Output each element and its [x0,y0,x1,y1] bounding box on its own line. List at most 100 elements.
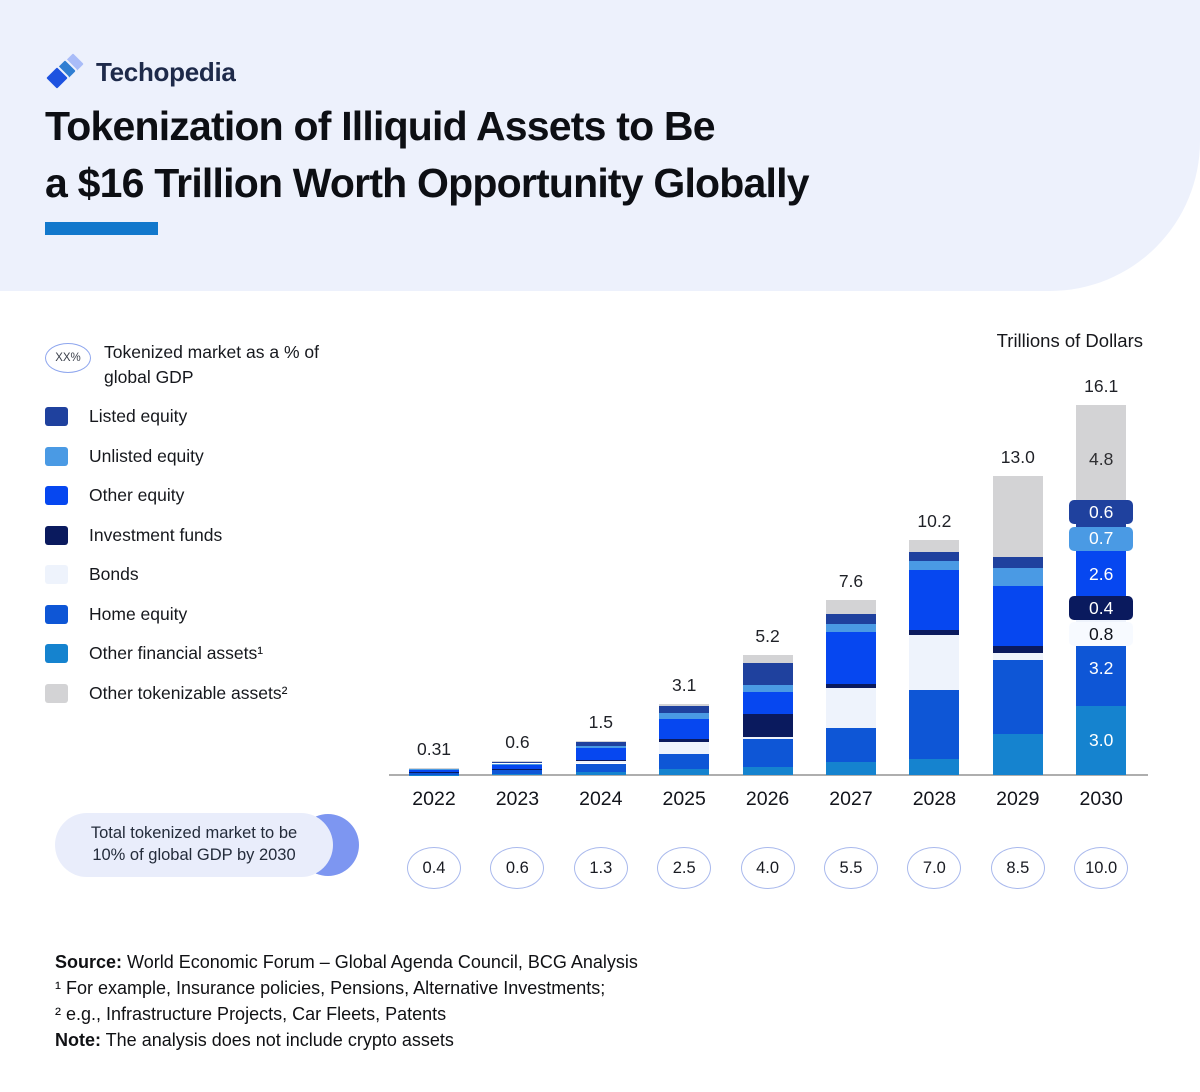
bar-2022-segment-other_equity [409,769,459,772]
bar-2025-segment-investment_funds [659,739,710,742]
segment-value-label-other_tokenizable_assets: 4.8 [1089,448,1114,469]
legend-gdp-marker: XX% Tokenized market as a % of global GD… [45,340,385,391]
bar-2022-segment-home_equity [409,772,459,775]
page-title-line2: a $16 Trillion Worth Opportunity Globall… [45,160,810,207]
x-axis-label-2026: 2026 [745,788,790,810]
segment-value-label-other_equity: 2.6 [1089,563,1114,584]
bar-2026-segment-listed_equity [742,663,793,686]
bar-2026-segment-home_equity [742,739,793,767]
title-accent-bar [45,222,158,235]
bar-2025-segment-bonds [659,741,710,755]
bar-2029-segment-unlisted_equity [992,568,1043,587]
segment-value-label-home_equity: 3.2 [1089,658,1114,679]
legend-item-other_tokenizable_assets: Other tokenizable assets² [45,682,385,704]
legend-item-home_equity: Home equity [45,603,385,625]
bar-2024-segment-listed_equity [575,741,626,746]
bar-total-label-2028: 10.2 [917,511,952,532]
bar-2029-segment-bonds [992,653,1043,660]
x-axis-label-2024: 2024 [579,788,623,810]
x-axis-line [389,774,1148,776]
callout-pill: Total tokenized market to be 10% of glob… [55,813,333,877]
legend-label-unlisted_equity: Unlisted equity [89,445,204,466]
x-axis-label-2023: 2023 [495,788,540,810]
legend-label-investment_funds: Investment funds [89,524,223,545]
bar-2027-segment-other_financial_assets [826,762,876,775]
gdp-percent-oval-2023: 0.6 [490,847,545,889]
bar-total-label-2022: 0.31 [416,738,452,759]
bar-2029-segment-other_equity [992,586,1043,647]
bar-2028-segment-investment_funds [909,630,960,635]
header-banner [0,0,1200,291]
techopedia-logo-icon [45,52,85,92]
segment-value-label-unlisted_equity: 0.7 [1069,526,1134,551]
bar-2023-segment-other_equity [492,764,543,769]
legend-swatch-investment_funds [45,525,68,545]
bar-2028-segment-other_equity [909,570,960,631]
legend-swatch-home_equity [45,604,68,624]
legend-label-other_financial_assets: Other financial assets¹ [89,643,264,664]
footnotes: Source: World Economic Forum – Global Ag… [55,950,638,1054]
gdp-percent-oval-2024: 1.3 [573,847,628,889]
bar-2027-segment-unlisted_equity [826,624,876,633]
bar-2029-segment-other_financial_assets [992,733,1043,775]
bar-2030-segment-unlisted_equity [1076,528,1127,545]
bar-2028-segment-listed_equity [909,551,960,562]
techopedia-logo: Techopedia [45,52,236,92]
legend-item-bonds: Bonds [45,564,385,586]
gdp-percent-oval-2028: 7.0 [907,847,962,889]
bar-2028-segment-other_financial_assets [909,758,960,775]
bar-2028-segment-other_tokenizable_assets [909,540,960,552]
bar-2024-segment-bonds [575,760,626,764]
x-axis-label-2022: 2022 [412,788,456,810]
legend-swatch-bonds [45,565,68,585]
bar-2027-segment-investment_funds [826,684,876,688]
legend-swatch-other_equity [45,486,68,506]
bar-2028-segment-home_equity [909,689,960,759]
bar-2024-segment-home_equity [575,763,626,773]
legend-items: Listed equity Unlisted equity Other equity… [45,406,385,705]
footnote-2: ² e.g., Infrastructure Projects, Car Fle… [55,1003,447,1024]
segment-value-label-bonds: 0.8 [1069,622,1134,647]
segment-value-label-other_financial_assets: 3.0 [1089,729,1114,750]
legend-swatch-listed_equity [45,407,68,427]
legend-label-other_equity: Other equity [89,485,185,506]
bar-2025-segment-listed_equity [659,706,710,713]
x-axis-label-2029: 2029 [996,788,1040,810]
bar-2023-segment-investment_funds [492,768,543,770]
note-line: Note: The analysis does not include cryp… [55,1028,638,1054]
gdp-percent-oval-2022: 0.4 [407,847,461,889]
note-text: The analysis does not include crypto ass… [101,1029,454,1050]
source-label: Source: [55,952,123,972]
bar-2024-segment-other_financial_assets [575,772,626,775]
callout-line2: 10% of global GDP by 2030 [92,846,296,864]
bar-2024-segment-other_tokenizable_assets [575,740,626,742]
bar-total-label-2025: 3.1 [672,674,697,695]
source-text: World Economic Forum – Global Agenda Cou… [122,952,638,972]
gdp-percent-oval: XX% [45,343,91,373]
bar-2025-segment-unlisted_equity [659,712,710,719]
bar-total-label-2027: 7.6 [838,571,864,592]
bar-2029-segment-home_equity [992,660,1043,734]
page-title-line1: Tokenization of Illiquid Assets to Be [45,103,716,149]
x-axis-label-2027: 2027 [829,788,873,810]
gdp-percent-oval-2029: 8.5 [990,847,1045,889]
legend-swatch-other_financial_assets [45,644,68,664]
bar-total-label-2029: 13.0 [1000,447,1035,467]
bar-2026-segment-bonds [742,737,793,740]
x-axis-label-2030: 2030 [1079,788,1123,810]
segment-value-label-investment_funds: 0.4 [1069,596,1134,621]
legend-swatch-unlisted_equity [45,446,68,466]
bar-2024-segment-unlisted_equity [575,745,626,749]
legend-item-other_financial_assets: Other financial assets¹ [45,643,385,665]
bar-2027-segment-listed_equity [826,614,876,625]
note-label: Note: [55,1029,101,1050]
bar-2025-segment-other_tokenizable_assets [659,703,710,706]
footnote-1: ¹ For example, Insurance policies, Pensi… [55,977,606,998]
bar-2025-segment-other_equity [659,718,710,740]
gdp-percent-oval-2026: 4.0 [740,847,795,889]
legend-label-other_tokenizable_assets: Other tokenizable assets² [89,682,288,703]
bar-2030-segment-home_equity [1076,632,1127,706]
x-axis-label-2028: 2028 [912,788,957,810]
bar-2023-segment-home_equity [492,770,543,774]
bar-2030-segment-other_equity [1076,545,1127,605]
